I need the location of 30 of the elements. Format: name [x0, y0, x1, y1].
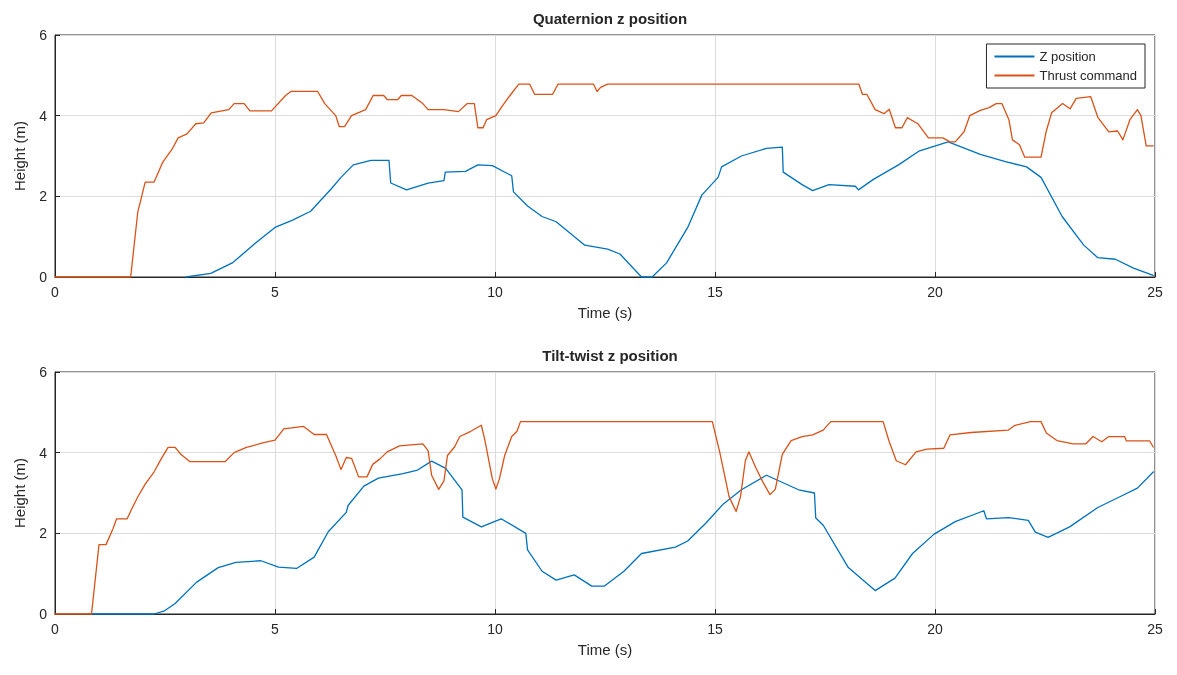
x-tick-label: 20	[927, 621, 943, 637]
x-axis-title: Time (s)	[577, 304, 633, 321]
x-tick-label: 20	[927, 284, 943, 300]
x-tick-label: 15	[707, 284, 723, 300]
x-tick-label: 10	[487, 284, 503, 300]
y-tick-label: 6	[39, 27, 48, 43]
x-tick-label: 0	[51, 621, 60, 637]
chart-title: Tilt-twist z position	[542, 347, 678, 364]
legend-label: Thrust command	[1039, 68, 1138, 83]
x-axis-title: Time (s)	[577, 641, 633, 658]
y-axis-title: Height (m)	[11, 457, 28, 529]
chart-title: Quaternion z position	[532, 10, 688, 27]
y-tick-label: 0	[39, 606, 48, 622]
x-tick-label: 5	[271, 621, 280, 637]
x-tick-label: 5	[271, 284, 280, 300]
y-axis-title: Height (m)	[11, 120, 28, 192]
y-tick-label: 6	[39, 364, 48, 380]
y-tick-label: 0	[39, 269, 48, 285]
line-series	[90, 460, 1154, 615]
y-tick-label: 4	[39, 444, 48, 461]
x-tick-label: 25	[1147, 621, 1163, 637]
y-tick-label: 2	[39, 525, 48, 542]
x-tick-label: 15	[707, 621, 723, 637]
y-tick-label: 2	[39, 188, 48, 205]
x-tick-label: 25	[1147, 284, 1163, 300]
x-tick-label: 10	[487, 621, 503, 637]
legend-label: Z position	[1039, 49, 1096, 64]
y-tick-label: 4	[39, 107, 48, 124]
line-series	[185, 141, 1154, 278]
x-tick-label: 0	[51, 284, 60, 300]
